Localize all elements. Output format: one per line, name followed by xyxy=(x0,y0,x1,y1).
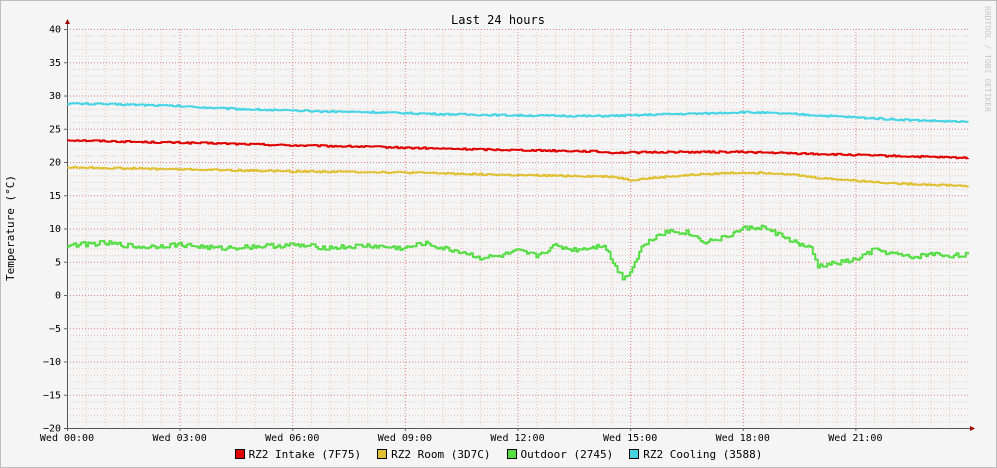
x-tick-label: Wed 15:00 xyxy=(603,433,657,444)
y-tick-label: 15 xyxy=(49,191,61,202)
y-tick-label: −15 xyxy=(43,390,61,401)
x-tick-label: Wed 09:00 xyxy=(378,433,432,444)
x-tick-label: Wed 03:00 xyxy=(153,433,207,444)
y-tick-label: 10 xyxy=(49,224,61,235)
y-axis-arrow xyxy=(65,19,70,24)
x-tick-label: Wed 00:00 xyxy=(40,433,94,444)
y-tick-label: 25 xyxy=(49,124,61,135)
legend-swatch xyxy=(629,449,640,459)
rrdtool-watermark: RRDTOOL / TOBI OETIKER xyxy=(983,6,992,112)
y-tick-label: −10 xyxy=(43,357,61,368)
y-tick-label: 30 xyxy=(49,91,61,102)
series-line xyxy=(67,139,969,160)
y-tick-label: 20 xyxy=(49,158,61,169)
y-axis-label: Temperature (°C) xyxy=(4,175,17,281)
y-tick-label: −20 xyxy=(43,424,61,435)
x-tick-label: Wed 06:00 xyxy=(265,433,319,444)
y-tick-label: 0 xyxy=(55,291,61,302)
y-tick-label: 5 xyxy=(55,257,61,268)
legend-item: RZ2 Cooling (3588) xyxy=(629,448,762,461)
legend-swatch xyxy=(506,449,517,459)
x-axis-arrow xyxy=(970,426,975,431)
series-lines xyxy=(67,102,969,281)
y-tick-label: 35 xyxy=(49,58,61,69)
chart-title: Last 24 hours xyxy=(451,13,545,27)
series-line xyxy=(67,102,969,123)
legend-item: RZ2 Intake (7F75) xyxy=(234,447,362,461)
legend-swatch xyxy=(377,449,388,459)
grid xyxy=(67,29,968,429)
series-line xyxy=(67,165,969,188)
legend-label: RZ2 Intake (7F75) xyxy=(248,447,362,461)
legend-item: RZ2 Room (3D7C) xyxy=(377,447,491,461)
x-tick-label: Wed 12:00 xyxy=(490,433,544,444)
legend-label: RZ2 Room (3D7C) xyxy=(391,447,491,461)
x-tick-label: Wed 18:00 xyxy=(716,433,770,444)
y-tick-label: 40 xyxy=(49,25,61,36)
legend-label: Outdoor (2745) xyxy=(520,447,614,461)
legend-label: RZ2 Cooling (3588) xyxy=(643,447,763,461)
x-tick-label: Wed 21:00 xyxy=(828,433,882,444)
legend-swatch xyxy=(234,449,245,459)
legend-item: Outdoor (2745) xyxy=(506,447,614,461)
series-line xyxy=(67,224,969,281)
legend: RZ2 Intake (7F75) RZ2 Room (3D7C) Outdoor … xyxy=(0,446,997,462)
y-tick-label: −5 xyxy=(49,324,61,335)
